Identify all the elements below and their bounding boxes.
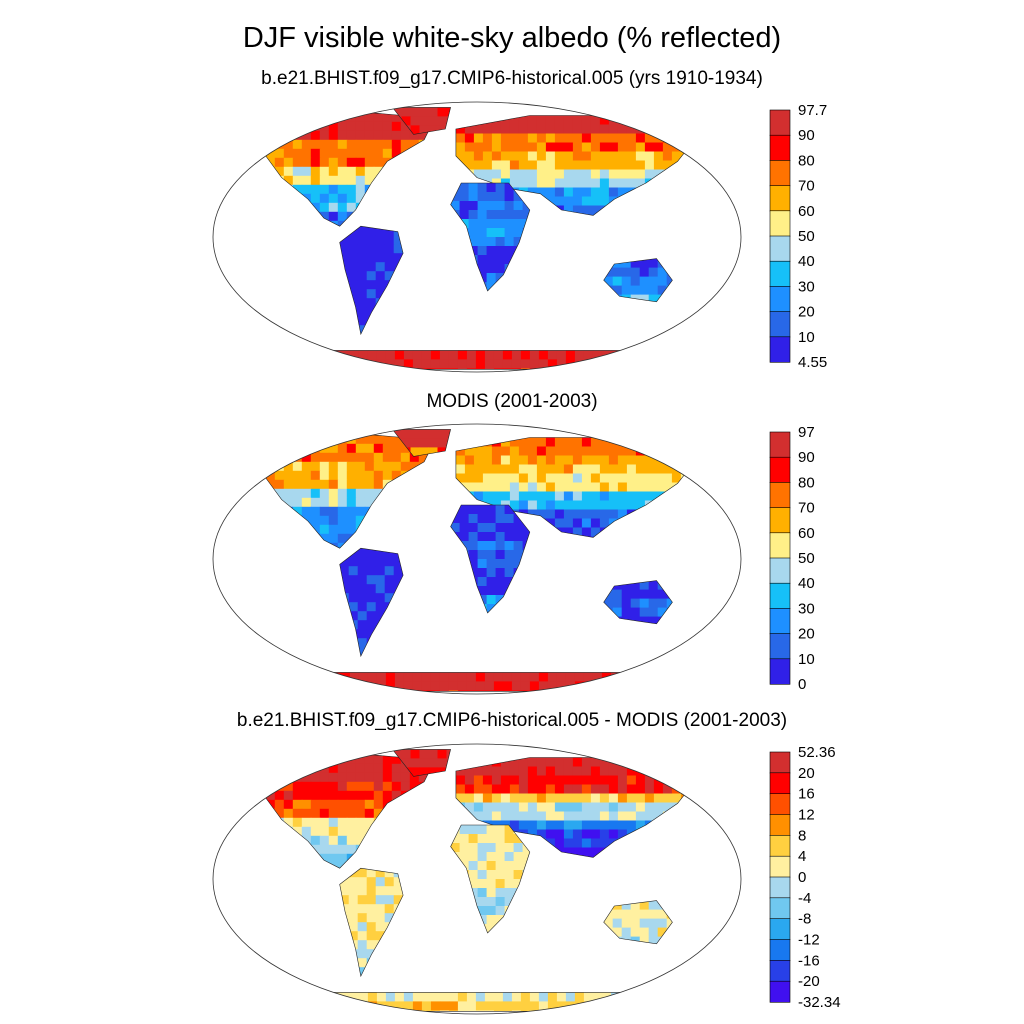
- south-america-landmass: [339, 868, 404, 977]
- colorbar-tick-label: 0: [798, 676, 806, 693]
- colorbar-tick-label: -4: [798, 890, 811, 907]
- colorbar-swatch: [769, 876, 791, 899]
- colorbar-tick-label: 50: [798, 550, 815, 567]
- colorbar-tick-label: 30: [798, 600, 815, 617]
- colorbar-swatch: [769, 286, 791, 313]
- colorbar-swatch: [769, 109, 791, 136]
- map-boundary: [212, 743, 742, 1015]
- colorbar-swatch: [769, 311, 791, 338]
- colorbar-tick-label: 4.55: [798, 354, 827, 371]
- colorbar-swatch: [769, 185, 791, 212]
- colorbar-tick-label: -12: [798, 932, 820, 949]
- colorbar-swatch: [769, 918, 791, 941]
- colorbar-tick-label: 8: [798, 827, 806, 844]
- colorbar-swatch: [769, 336, 791, 363]
- colorbar-swatch: [769, 835, 791, 857]
- colorbar-tick-label: 97: [798, 424, 815, 441]
- robinson-map: [212, 743, 742, 1015]
- colorbar-tick-label: 90: [798, 449, 815, 466]
- colorbar-tick-label: 90: [798, 127, 815, 144]
- colorbar-swatch: [769, 658, 791, 685]
- africa-landmass: [450, 505, 530, 613]
- south-america-landmass: [339, 548, 404, 657]
- colorbar-swatch: [769, 793, 791, 816]
- africa-landmass: [450, 825, 530, 933]
- colorbar-swatch: [769, 532, 791, 559]
- colorbar-swatch: [769, 897, 791, 920]
- colorbar: 97.7 90 80 70 60 50 40 30 20 10 4.55: [769, 102, 827, 371]
- colorbar-swatch: [769, 582, 791, 609]
- colorbar-tick-label: 97.7: [798, 102, 827, 119]
- colorbar-tick-label: 20: [798, 626, 815, 643]
- colorbar-swatch: [769, 608, 791, 635]
- colorbar-tick-label: 10: [798, 651, 815, 668]
- australia-landmass: [603, 258, 673, 302]
- map-boundary: [212, 101, 742, 373]
- robinson-map: [212, 101, 742, 373]
- colorbar-tick-label: 40: [798, 253, 815, 270]
- colorbar-tick-label: 20: [798, 304, 815, 321]
- colorbar-tick-label: 50: [798, 228, 815, 245]
- antarctica-landmass: [286, 992, 668, 1012]
- colorbar-swatch: [769, 482, 791, 509]
- colorbar-swatch: [769, 939, 791, 961]
- colorbar-tick-label: 0: [798, 869, 806, 886]
- colorbar-swatch: [769, 260, 791, 287]
- colorbar-swatch: [769, 431, 791, 458]
- colorbar-swatch: [769, 557, 791, 584]
- colorbar-swatch: [769, 456, 791, 484]
- colorbar-swatch: [769, 814, 791, 836]
- colorbar-tick-label: 40: [798, 575, 815, 592]
- colorbar-tick-label: -20: [798, 973, 820, 990]
- colorbar-tick-label: 12: [798, 807, 815, 824]
- colorbar-tick-label: 4: [798, 848, 806, 865]
- colorbar-swatch: [769, 507, 791, 534]
- colorbar-tick-label: 30: [798, 278, 815, 295]
- australia-landmass: [603, 580, 673, 624]
- colorbar-tick-label: -32.34: [798, 994, 841, 1011]
- colorbar-tick-label: 52.36: [798, 744, 836, 761]
- colorbar-swatch: [769, 160, 791, 187]
- colorbar-swatch: [769, 134, 791, 162]
- colorbar-swatch: [769, 751, 791, 774]
- robinson-map: [212, 423, 742, 695]
- antarctica-landmass: [286, 672, 668, 692]
- south-america-landmass: [339, 226, 404, 335]
- panel-3-map: 52.36 20 16 12 8 4 0 -4 -8 -12 -16 -20 -32.34: [212, 743, 841, 1015]
- panel-1-map: 97.7 90 80 70 60 50 40 30 20 10 4.55: [212, 101, 827, 373]
- panel-2-title: MODIS (2001-2003): [426, 391, 598, 412]
- antarctica-landmass: [286, 350, 668, 370]
- colorbar-swatch: [769, 855, 791, 878]
- colorbar-tick-label: 20: [798, 765, 815, 782]
- map-boundary: [212, 423, 742, 695]
- colorbar: 97 90 80 70 60 50 40 30 20 10 0: [769, 424, 815, 693]
- figure-title: DJF visible white-sky albedo (% reflecte…: [242, 22, 782, 54]
- africa-landmass: [450, 183, 530, 291]
- colorbar-tick-label: 70: [798, 178, 815, 195]
- panel-1-title: b.e21.BHIST.f09_g17.CMIP6-historical.005…: [261, 68, 763, 89]
- colorbar-tick-label: 10: [798, 329, 815, 346]
- colorbar-swatch: [769, 980, 791, 1003]
- colorbar-swatch: [769, 772, 791, 795]
- colorbar-tick-label: -8: [798, 911, 811, 928]
- panel-3-title: b.e21.BHIST.f09_g17.CMIP6-historical.005…: [236, 710, 788, 731]
- colorbar-tick-label: 70: [798, 500, 815, 517]
- colorbar-tick-label: 16: [798, 786, 815, 803]
- colorbar: 52.36 20 16 12 8 4 0 -4 -8 -12 -16 -20 -32.34: [769, 744, 841, 1011]
- colorbar-tick-label: 60: [798, 525, 815, 542]
- colorbar-swatch: [769, 235, 791, 262]
- colorbar-swatch: [769, 960, 791, 982]
- colorbar-tick-label: -16: [798, 952, 820, 969]
- australia-landmass: [603, 900, 673, 944]
- colorbar-swatch: [769, 210, 791, 237]
- colorbar-tick-label: 80: [798, 474, 815, 491]
- colorbar-tick-label: 80: [798, 152, 815, 169]
- panel-2-map: 97 90 80 70 60 50 40 30 20 10 0: [212, 423, 815, 695]
- colorbar-tick-label: 60: [798, 203, 815, 220]
- colorbar-swatch: [769, 633, 791, 660]
